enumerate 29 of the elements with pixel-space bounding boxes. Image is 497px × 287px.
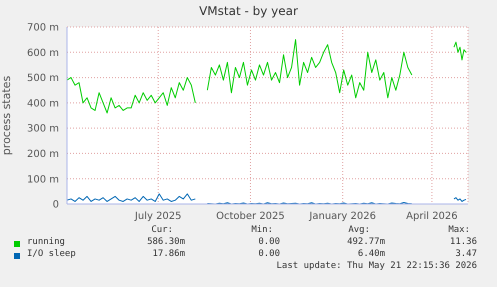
y-tick-label: 500 m <box>26 73 59 84</box>
x-tick-label: October 2025 <box>216 211 285 222</box>
text: 17.86m <box>152 249 185 259</box>
text: Max: <box>448 225 470 235</box>
y-tick-label: 400 m <box>26 98 59 110</box>
text: Cur: <box>151 225 173 235</box>
text: 6.40m <box>358 249 385 259</box>
text: 586.30m <box>147 237 185 247</box>
y-tick-label: 600 m <box>26 48 59 59</box>
x-tick-label: July 2025 <box>134 211 182 222</box>
text: 0.00 <box>258 249 280 259</box>
text: 3.47 <box>455 249 477 259</box>
chart-title: VMstat - by year <box>198 4 299 18</box>
text: 0.00 <box>258 237 280 247</box>
text: Min: <box>251 225 273 235</box>
text: Last update: Thu May 21 22:15:36 2026 <box>276 261 477 271</box>
text: 11.36 <box>450 237 477 247</box>
y-tick-label: 100 m <box>26 174 59 186</box>
y-axis-title: process states <box>0 76 13 156</box>
legend-label: running <box>27 237 65 247</box>
text: Avg: <box>348 225 370 235</box>
y-tick-label: 300 m <box>26 124 59 135</box>
x-tick-label: January 2026 <box>308 211 376 222</box>
legend-label: I/O sleep <box>27 249 76 259</box>
y-tick-label: 200 m <box>26 148 59 160</box>
x-tick-label: April 2026 <box>406 211 458 222</box>
y-tick-label: 700 m <box>26 22 59 34</box>
y-tick-label: 0 <box>52 200 59 211</box>
text: 492.77m <box>347 237 385 247</box>
